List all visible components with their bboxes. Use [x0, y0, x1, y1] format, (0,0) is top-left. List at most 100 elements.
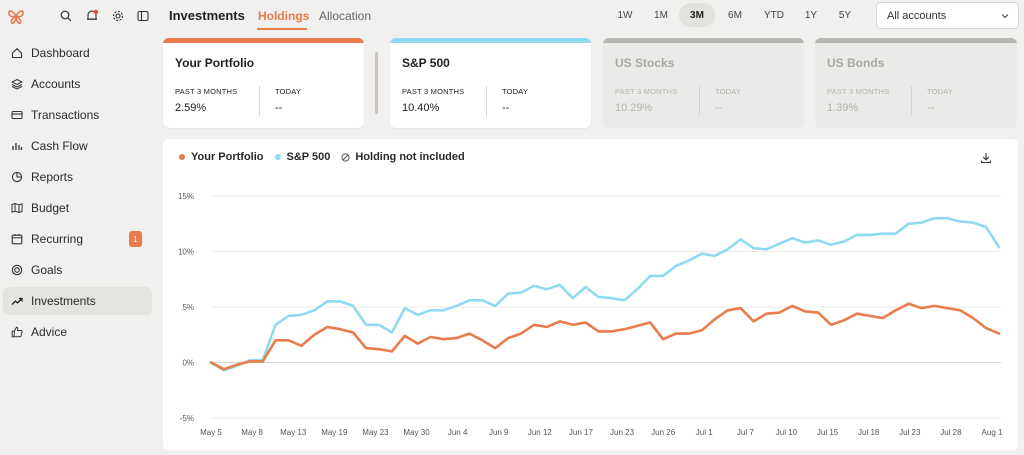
x-tick-label: May 19 — [321, 428, 348, 437]
x-tick-label: Aug 1 — [982, 428, 1003, 437]
legend-item-portfolio[interactable]: Your Portfolio — [179, 151, 264, 163]
card-label-period: PAST 3 MONTHS — [175, 87, 238, 96]
sidebar-item-transactions[interactable]: Transactions — [3, 101, 152, 129]
x-tick-label: May 8 — [241, 428, 263, 437]
account-select[interactable]: All accounts — [876, 2, 1019, 29]
cards-separator — [375, 52, 378, 114]
performance-chart-panel: Your Portfolio S&P 500 Holding not inclu… — [163, 139, 1018, 450]
download-icon[interactable] — [980, 151, 992, 164]
card-label-period: PAST 3 MONTHS — [615, 87, 678, 96]
range-3m-button[interactable]: 3M — [679, 3, 715, 27]
search-icon[interactable] — [56, 6, 76, 26]
x-tick-label: Jul 10 — [776, 428, 798, 437]
x-tick-label: Jul 7 — [737, 428, 754, 437]
card-your-portfolio[interactable]: Your Portfolio PAST 3 MONTHS TODAY 2.59%… — [163, 38, 364, 128]
card-value-today: -- — [927, 102, 935, 114]
legend-dot — [179, 154, 185, 160]
card-color-bar — [390, 38, 591, 43]
card-divider — [486, 86, 487, 116]
card-sp500[interactable]: S&P 500 PAST 3 MONTHS TODAY 10.40% -- — [390, 38, 591, 128]
sidebar-item-label: Advice — [31, 325, 68, 339]
sidebar-toggle-icon[interactable] — [133, 6, 153, 26]
card-divider — [911, 86, 912, 116]
x-tick-label: Jul 18 — [858, 428, 880, 437]
x-tick-label: Jun 12 — [528, 428, 553, 437]
sidebar-item-cash-flow[interactable]: Cash Flow — [3, 132, 152, 160]
sidebar-item-accounts[interactable]: Accounts — [3, 70, 152, 98]
recurring-count-badge: 1 — [129, 231, 142, 247]
sidebar-item-goals[interactable]: Goals — [3, 256, 152, 284]
x-tick-label: May 30 — [403, 428, 430, 437]
bar-chart-icon — [11, 140, 23, 152]
legend-label: Your Portfolio — [191, 151, 264, 163]
legend-item-sp500[interactable]: S&P 500 — [274, 151, 331, 163]
card-title: US Bonds — [827, 56, 885, 70]
sidebar-item-label: Goals — [31, 263, 63, 277]
x-tick-label: May 13 — [280, 428, 307, 437]
sidebar-item-label: Recurring — [31, 232, 84, 246]
y-tick-label: 0% — [182, 359, 194, 368]
legend-dot — [274, 154, 281, 160]
card-title: S&P 500 — [402, 56, 450, 70]
performance-line-chart[interactable]: 15%10%5%0%-5% May 5 May 8 May 13 May 19 May … — [163, 139, 1018, 450]
card-us-bonds[interactable]: US Bonds PAST 3 MONTHS TODAY 1.39% -- — [815, 38, 1017, 128]
sidebar-item-label: Investments — [31, 294, 96, 308]
card-color-bar — [163, 38, 364, 43]
sidebar-item-label: Budget — [31, 201, 70, 215]
gear-icon[interactable] — [108, 6, 128, 26]
card-us-stocks[interactable]: US Stocks PAST 3 MONTHS TODAY 10.29% -- — [603, 38, 804, 128]
x-tick-label: Jul 1 — [696, 428, 713, 437]
range-6m-button[interactable]: 6M — [728, 9, 742, 21]
pie-chart-icon — [11, 171, 23, 183]
legend-item-excluded[interactable]: Holding not included — [341, 151, 465, 163]
card-label-today: TODAY — [275, 87, 302, 96]
sidebar: Dashboard Accounts Transactions Cash Flo… — [0, 0, 157, 455]
card-color-bar — [603, 38, 804, 43]
trending-up-icon — [11, 295, 23, 307]
tab-holdings[interactable]: Holdings — [258, 9, 310, 23]
card-value-today: -- — [275, 102, 283, 114]
card-title: US Stocks — [615, 56, 675, 70]
tab-allocation[interactable]: Allocation — [319, 9, 372, 23]
range-ytd-button[interactable]: YTD — [764, 9, 784, 21]
sidebar-nav: Dashboard Accounts Transactions Cash Flo… — [3, 39, 152, 349]
chevron-down-icon — [1001, 11, 1009, 19]
layers-icon — [11, 78, 23, 90]
logo-icon[interactable] — [6, 6, 26, 26]
range-1y-button[interactable]: 1Y — [804, 9, 818, 21]
card-value-today: -- — [502, 102, 510, 114]
x-tick-label: May 23 — [362, 428, 389, 437]
x-tick-label: Jul 28 — [940, 428, 962, 437]
sidebar-item-recurring[interactable]: Recurring 1 — [3, 225, 152, 253]
portfolio-line — [209, 302, 1001, 371]
sidebar-item-label: Transactions — [31, 108, 100, 122]
sidebar-item-budget[interactable]: Budget — [3, 194, 152, 222]
x-axis-ticks: May 5 May 8 May 13 May 19 May 23 May 30 Jun 4 J… — [200, 428, 1003, 437]
legend-label: Holding not included — [355, 151, 465, 163]
sidebar-item-investments[interactable]: Investments — [3, 287, 152, 315]
sidebar-item-reports[interactable]: Reports — [3, 163, 152, 191]
x-tick-label: Jun 23 — [610, 428, 635, 437]
card-label-today: TODAY — [927, 87, 954, 96]
range-5y-button[interactable]: 5Y — [838, 9, 852, 21]
x-tick-label: Jul 15 — [817, 428, 839, 437]
range-1w-button[interactable]: 1W — [617, 9, 633, 21]
sidebar-item-label: Accounts — [31, 77, 81, 91]
credit-card-icon — [11, 109, 23, 121]
sidebar-item-dashboard[interactable]: Dashboard — [3, 39, 152, 67]
y-tick-label: 5% — [182, 303, 194, 312]
page-header: Investments Holdings Allocation 1W 1M 3M… — [157, 0, 1024, 32]
sidebar-item-label: Cash Flow — [31, 139, 88, 153]
chart-series — [209, 216, 1001, 372]
account-select-value: All accounts — [887, 10, 947, 22]
chart-legend: Your Portfolio S&P 500 Holding not inclu… — [179, 151, 476, 163]
range-1m-button[interactable]: 1M — [654, 9, 668, 21]
thumbs-up-icon — [11, 326, 23, 338]
calendar-icon — [11, 233, 23, 245]
x-tick-label: Jun 26 — [651, 428, 676, 437]
card-value-period: 1.39% — [827, 102, 859, 114]
card-divider — [699, 86, 700, 116]
bell-icon[interactable] — [82, 6, 102, 26]
sidebar-item-advice[interactable]: Advice — [3, 318, 152, 346]
legend-label: S&P 500 — [286, 151, 331, 163]
